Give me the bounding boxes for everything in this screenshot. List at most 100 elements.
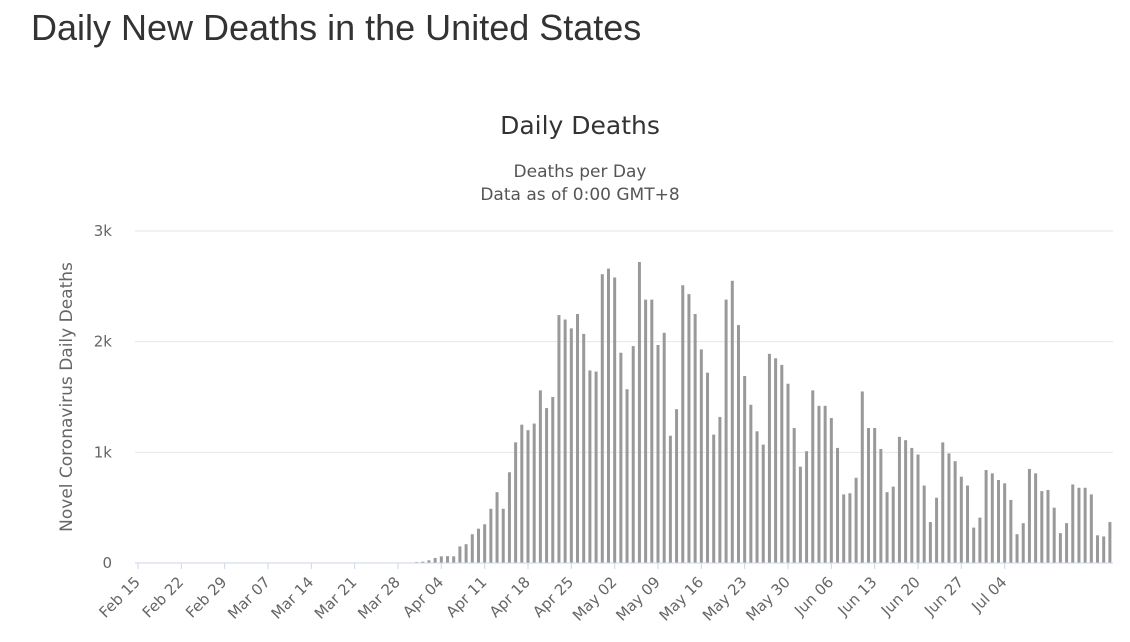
bar <box>1021 523 1025 563</box>
bar <box>718 416 722 563</box>
bar <box>873 427 877 563</box>
bar <box>891 486 895 563</box>
bar <box>644 299 648 563</box>
bar <box>774 358 778 563</box>
x-tick-label: May 09 <box>612 573 664 625</box>
bar <box>588 370 592 563</box>
bar <box>767 353 771 563</box>
bar <box>860 391 864 563</box>
bar <box>811 390 815 563</box>
bar <box>668 435 672 563</box>
bar <box>842 494 846 563</box>
bar <box>935 497 939 563</box>
bar <box>693 314 697 563</box>
bar <box>594 371 598 563</box>
bar <box>953 461 957 563</box>
x-tick-label: May 02 <box>569 573 621 625</box>
bar <box>557 315 561 563</box>
x-tick-label: Mar 28 <box>354 573 404 623</box>
x-tick-label: Mar 21 <box>311 573 361 623</box>
y-axis-label: Novel Coronavirus Daily Deaths <box>57 262 77 532</box>
bar <box>489 508 493 563</box>
page-title: Daily New Deaths in the United States <box>31 7 642 48</box>
bar <box>545 408 549 563</box>
bar <box>897 436 901 563</box>
bar <box>582 333 586 563</box>
bar <box>749 404 753 563</box>
y-tick-label: 2k <box>94 333 113 351</box>
bar <box>439 556 443 563</box>
bar <box>507 472 511 563</box>
bar <box>1003 483 1007 563</box>
bar <box>941 442 945 563</box>
bar <box>631 346 635 563</box>
bar <box>1102 536 1106 563</box>
bar <box>1083 487 1087 563</box>
bar <box>452 556 456 563</box>
bar <box>996 480 1000 563</box>
bar <box>885 492 889 563</box>
bar <box>1108 522 1112 563</box>
bar <box>662 332 666 563</box>
bar <box>854 477 858 563</box>
bar <box>483 524 487 563</box>
bar <box>551 397 555 563</box>
bar <box>786 383 790 563</box>
bar <box>947 453 951 563</box>
bar <box>1009 499 1013 563</box>
bar <box>421 561 425 563</box>
bar <box>928 522 932 563</box>
y-tick-label: 0 <box>102 554 112 572</box>
bar <box>1058 533 1062 563</box>
bar <box>464 544 468 563</box>
bar <box>600 274 604 563</box>
bar <box>532 423 536 563</box>
x-tick-label: Jul 04 <box>967 573 1010 616</box>
bar <box>650 299 654 563</box>
x-tick-label: Apr 11 <box>443 573 491 621</box>
bar <box>476 528 480 563</box>
bar <box>576 314 580 563</box>
bar <box>446 556 450 563</box>
bar <box>619 352 623 563</box>
x-tick-label: Feb 15 <box>95 573 143 621</box>
bar <box>817 405 821 563</box>
bar <box>1027 468 1031 563</box>
x-tick-label: May 16 <box>656 573 708 625</box>
bar <box>1040 491 1044 563</box>
bar <box>990 473 994 563</box>
bar <box>1089 494 1093 563</box>
bar <box>829 418 833 563</box>
bar <box>501 508 505 563</box>
x-tick-label: Feb 22 <box>139 573 187 621</box>
bar <box>470 534 474 563</box>
bar <box>538 390 542 563</box>
bar <box>699 349 703 563</box>
bar <box>904 440 908 563</box>
y-tick-label: 1k <box>94 443 113 461</box>
bar <box>823 405 827 563</box>
y-tick-label: 3k <box>94 222 113 240</box>
bar <box>736 325 740 563</box>
bar <box>780 364 784 563</box>
chart-subtitle-line-2: Data as of 0:00 GMT+8 <box>480 185 679 205</box>
bar <box>1065 523 1069 563</box>
y-axis-ticks: 0 1k 2k 3k <box>94 222 113 572</box>
x-tick-label: Apr 18 <box>486 573 534 621</box>
bar <box>755 431 759 563</box>
x-tick-label: May 30 <box>742 573 794 625</box>
bar <box>1052 507 1056 563</box>
bar <box>922 485 926 563</box>
bar <box>743 375 747 563</box>
bar <box>427 560 431 563</box>
bar <box>866 427 870 563</box>
bar <box>433 558 437 563</box>
bar <box>1015 534 1019 563</box>
bar <box>563 319 567 563</box>
bar <box>1077 487 1081 563</box>
bar <box>984 470 988 563</box>
bar <box>848 493 852 563</box>
bar <box>706 372 710 563</box>
bar <box>637 261 641 563</box>
bar <box>805 451 809 563</box>
